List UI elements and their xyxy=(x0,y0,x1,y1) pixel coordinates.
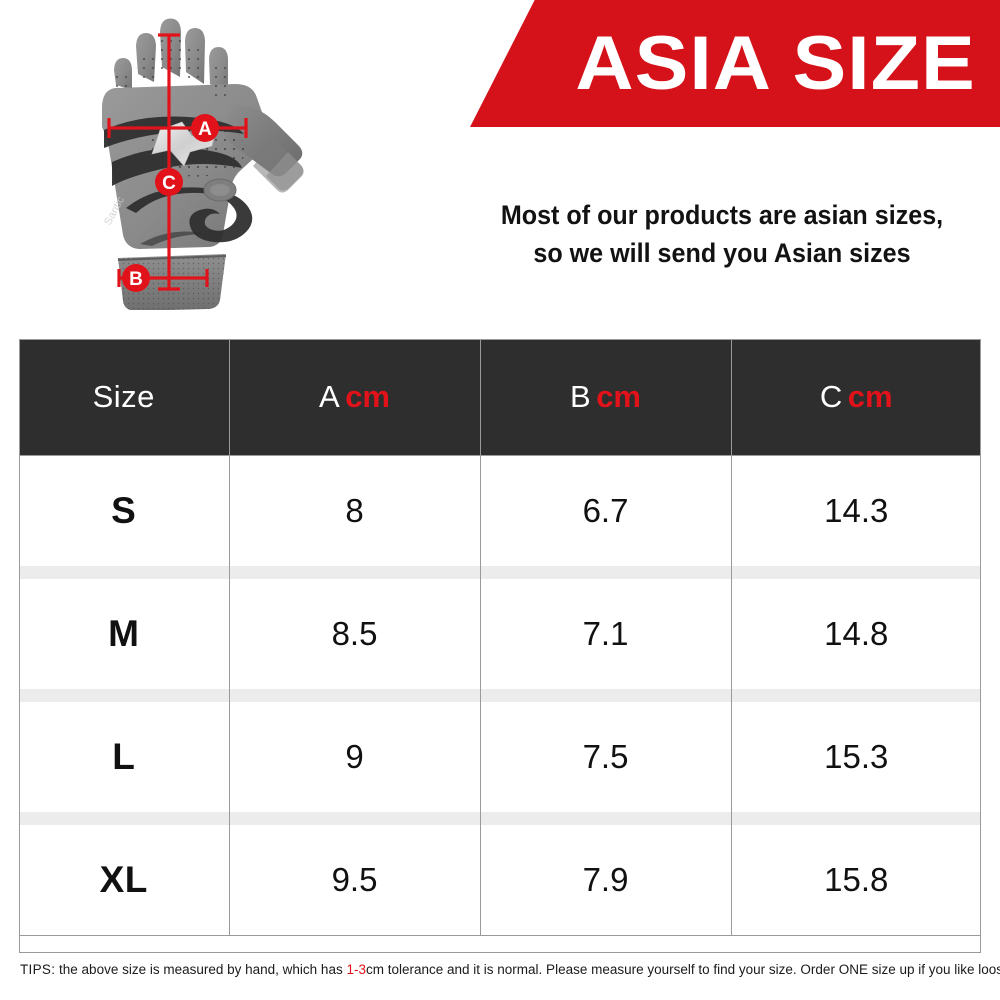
cell-size: M xyxy=(19,579,230,689)
row-separator xyxy=(19,689,981,702)
measure-lines xyxy=(107,33,248,291)
table-row: XL 9.5 7.9 15.8 xyxy=(19,825,981,936)
cell-size: XL xyxy=(19,825,230,936)
cell-b: 7.9 xyxy=(480,825,732,936)
cell-c: 14.3 xyxy=(731,455,981,566)
row-separator xyxy=(19,812,981,825)
cell-c: 14.8 xyxy=(731,579,981,689)
tips-part-1: the above size is measured by hand, whic… xyxy=(59,962,343,977)
measure-badge-a: A xyxy=(191,114,219,142)
glove-diagram: Santic A xyxy=(52,12,322,310)
tips-lead: TIPS: xyxy=(20,962,56,977)
banner-title: ASIA SIZE xyxy=(575,20,976,106)
svg-text:A: A xyxy=(198,119,212,140)
cell-b: 7.5 xyxy=(480,702,732,812)
measure-badge-c: C xyxy=(155,168,183,196)
cell-b: 7.1 xyxy=(480,579,732,689)
subtitle-line-2: so we will send you Asian sizes xyxy=(533,238,911,268)
cell-a: 8.5 xyxy=(229,579,481,689)
cell-a: 9 xyxy=(229,702,481,812)
cell-c: 15.8 xyxy=(731,825,981,936)
asia-size-banner: ASIA SIZE xyxy=(470,0,1000,127)
tips-part-2: cm tolerance and it is normal. Please me… xyxy=(365,962,1000,977)
cell-size: S xyxy=(19,455,230,566)
svg-text:C: C xyxy=(162,173,176,194)
column-header-size-letter: Size xyxy=(92,379,155,414)
row-separator xyxy=(19,566,981,579)
cell-b: 6.7 xyxy=(480,455,732,566)
column-header-size: Size xyxy=(19,339,230,456)
cell-size: L xyxy=(19,702,230,812)
tips-note: TIPS: the above size is measured by hand… xyxy=(20,962,1000,977)
column-header-b-unit: cm xyxy=(596,379,641,414)
measure-badge-b: B xyxy=(122,264,150,292)
column-header-b-letter: B xyxy=(570,379,592,414)
cell-a: 8 xyxy=(229,455,481,566)
column-header-c-letter: C xyxy=(819,379,843,414)
column-header-a-letter: A xyxy=(319,379,341,414)
subtitle-line-1: Most of our products are asian sizes, xyxy=(500,200,944,230)
table-row: S 8 6.7 14.3 xyxy=(19,455,981,566)
column-header-a-unit: cm xyxy=(345,379,390,414)
tips-tolerance: 1-3 xyxy=(346,962,366,977)
table-row: L 9 7.5 15.3 xyxy=(19,702,981,812)
column-header-c-unit: cm xyxy=(847,379,893,414)
cell-c: 15.3 xyxy=(731,702,981,812)
table-row: M 8.5 7.1 14.8 xyxy=(19,579,981,689)
subtitle-block: Most of our products are asian sizes, so… xyxy=(471,196,973,272)
cell-a: 9.5 xyxy=(229,825,481,936)
svg-text:B: B xyxy=(129,269,143,290)
